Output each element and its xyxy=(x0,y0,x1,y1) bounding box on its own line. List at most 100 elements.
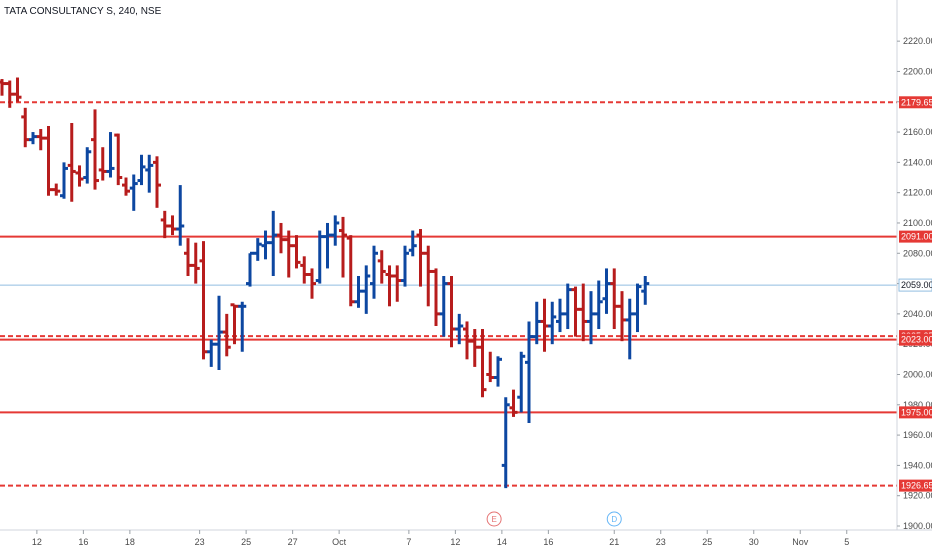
ohlc-bar xyxy=(13,77,22,102)
level-label-text: 1975.00 xyxy=(901,407,932,417)
time-tick-label: 30 xyxy=(749,537,759,547)
ohlc-bar xyxy=(602,268,611,314)
ohlc-bar xyxy=(339,216,347,278)
ohlc-bar xyxy=(21,107,30,148)
ohlc-bar xyxy=(230,303,239,345)
ohlc-bar xyxy=(52,183,61,196)
time-tick-label: 7 xyxy=(406,537,411,547)
price-tick-label: 2040.00 xyxy=(903,309,932,319)
ohlc-bar xyxy=(83,147,92,184)
ohlc-bar xyxy=(91,109,99,190)
level-label-text: 1926.65 xyxy=(901,481,932,491)
ohlc-bar xyxy=(129,174,138,211)
ohlc-bar xyxy=(36,129,45,151)
ohlc-bar xyxy=(176,185,185,246)
ohlc-bar xyxy=(253,238,262,261)
time-tick-label: 5 xyxy=(844,537,849,547)
ohlc-bar xyxy=(114,133,123,186)
ohlc-bar xyxy=(238,301,247,352)
price-tick-label: 2220.00 xyxy=(903,36,932,46)
level-price-label: 1926.65 xyxy=(899,479,932,492)
ohlc-bar xyxy=(5,80,14,108)
ohlc-bar xyxy=(610,268,619,330)
ohlc-bar xyxy=(137,154,146,186)
ohlc-bar xyxy=(75,165,84,187)
ohlc-bar xyxy=(0,79,6,96)
level-label-box xyxy=(899,406,932,419)
ohlc-bar xyxy=(455,313,464,345)
ohlc-bar xyxy=(354,276,363,308)
time-tick-label: Nov xyxy=(792,537,809,547)
ohlc-bar xyxy=(292,235,301,269)
ohlc-bar xyxy=(625,298,634,360)
ohlc-bar xyxy=(509,389,518,417)
time-tick-label: Oct xyxy=(332,537,347,547)
price-tick-label: 1960.00 xyxy=(903,430,932,440)
ohlc-bar xyxy=(153,156,161,208)
ohlc-bar xyxy=(370,245,378,299)
price-tick-label: 2120.00 xyxy=(903,188,932,198)
ohlc-bar xyxy=(145,154,154,193)
time-tick-label: 27 xyxy=(288,537,298,547)
current-price-label: 2059.00 xyxy=(898,278,932,292)
price-tick-label: 2140.00 xyxy=(903,157,932,167)
ohlc-bar xyxy=(571,286,580,337)
ohlc-bar xyxy=(184,238,192,276)
ohlc-bar xyxy=(594,280,603,330)
ohlc-bar xyxy=(160,210,169,239)
ohlc-bar xyxy=(67,122,76,202)
price-tick-label: 1920.00 xyxy=(903,491,932,501)
ohlc-bar xyxy=(346,235,355,307)
ohlc-bar xyxy=(486,351,495,383)
ohlc-bar xyxy=(463,321,471,360)
chart-title: TATA CONSULTANCY S, 240, NSE xyxy=(4,6,162,17)
price-tick-label: 1940.00 xyxy=(903,460,932,470)
ohlc-bar xyxy=(470,329,479,367)
ohlc-bar xyxy=(540,298,549,352)
time-tick-label: 16 xyxy=(543,537,553,547)
price-tick-label: 1900.00 xyxy=(903,521,932,531)
ohlc-bar xyxy=(641,276,650,305)
ohlc-bar xyxy=(377,250,386,284)
price-tick-label: 2160.00 xyxy=(903,127,932,137)
ohlc-bar xyxy=(323,222,332,269)
ohlc-bar xyxy=(207,339,216,367)
price-tick-label: 2200.00 xyxy=(903,66,932,76)
ohlc-bar xyxy=(532,301,541,345)
time-axis[interactable]: 12 16 18 23 25 27 Oct 7 12 14 16 21 23 25 30 Nov 5 xyxy=(32,530,849,547)
level-label-text: 2023.00 xyxy=(901,335,932,345)
price-tick-label: 1980.00 xyxy=(903,400,932,410)
dividend-marker[interactable]: D xyxy=(606,511,622,527)
levels-layer xyxy=(0,101,897,487)
earnings-marker[interactable]: E xyxy=(486,511,502,527)
ohlc-bar xyxy=(517,351,526,413)
ohlc-bar xyxy=(416,229,425,287)
ohlc-bar xyxy=(548,301,557,345)
level-label-box xyxy=(899,96,932,109)
level-price-label: 2091.00 xyxy=(899,230,932,243)
ohlc-bar xyxy=(122,177,130,196)
ohlc-bar xyxy=(222,313,231,357)
ohlc-bar xyxy=(106,132,115,178)
ohlc-bar xyxy=(284,230,293,278)
ohlc-bar xyxy=(246,251,254,287)
ohlc-bar xyxy=(494,356,502,387)
level-label-box xyxy=(899,479,932,492)
ohlc-bar xyxy=(633,283,642,333)
level-label-box xyxy=(899,333,932,346)
dividend-circle xyxy=(606,511,622,527)
ohlc-bar xyxy=(401,245,409,287)
ohlc-bar xyxy=(60,162,68,199)
ohlc-bar xyxy=(385,265,394,307)
ohlc-bar xyxy=(556,298,564,333)
ohlc-bar xyxy=(501,397,510,489)
ohlc-bar xyxy=(199,241,208,360)
price-tick-label: 2100.00 xyxy=(903,218,932,228)
ohlc-bar xyxy=(579,283,588,342)
current-price-text: 2059.00 xyxy=(901,280,932,290)
time-tick-label: 25 xyxy=(702,537,712,547)
level-label-box xyxy=(899,230,932,243)
ohlc-bar xyxy=(393,265,402,302)
